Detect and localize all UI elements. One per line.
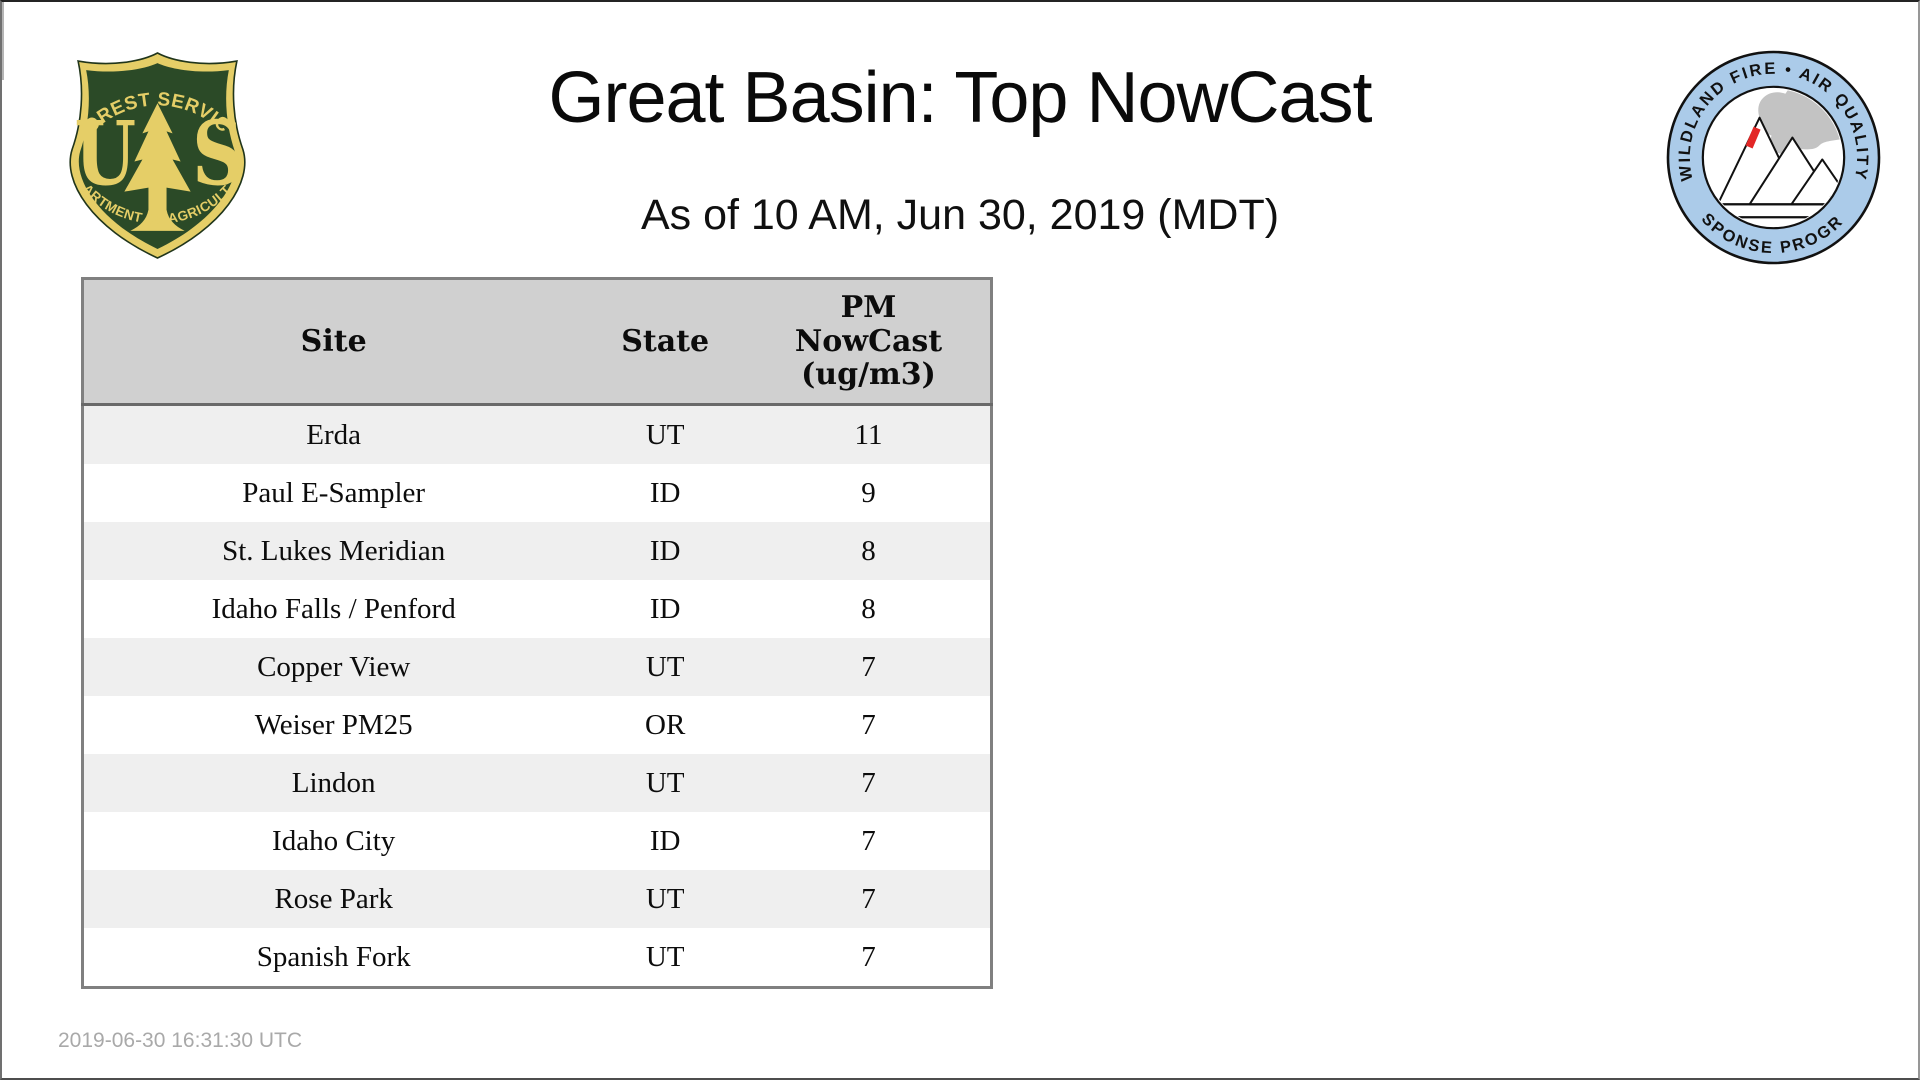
table-row: Lindon UT 7 [82,754,992,812]
cell-pm-nowcast: 9 [861,476,876,509]
forest-service-shield-icon: FOREST SERVICE U S DEPARTMENT OF AGRICUL… [52,49,246,259]
cell-site: Idaho Falls / Penford [211,592,456,625]
cell-site: Paul E-Sampler [242,476,426,509]
cell-site: St. Lukes Meridian [222,534,446,567]
cell-site: Lindon [291,766,376,799]
cell-state: ID [649,592,681,625]
table-row: Rose Park UT 7 [82,870,992,928]
col-header-pm-line2: NowCast [794,323,943,359]
forest-service-letter-s: S [192,102,243,206]
forest-service-letter-u: U [74,102,136,206]
cell-state: UT [645,882,685,915]
cell-state: UT [645,418,685,451]
cell-state: ID [649,476,681,509]
pine-tree-icon [124,103,191,231]
cell-site: Spanish Fork [256,940,411,973]
table-row: St. Lukes Meridian ID 8 [82,522,992,580]
cell-site: Weiser PM25 [254,708,413,741]
cell-state: UT [645,766,685,799]
footer-timestamp: 2019-06-30 16:31:30 UTC [58,1029,302,1052]
cell-pm-nowcast: 7 [861,824,876,857]
table-row: Idaho City ID 7 [82,812,992,870]
nowcast-table: Site State PM NowCast (ug/m3) Erda UT 11 Pa… [81,277,993,989]
table-row: Idaho Falls / Penford ID 8 [82,580,992,638]
nowcast-table-container: Site State PM NowCast (ug/m3) Erda UT 11 Pa… [81,277,993,989]
cell-pm-nowcast: 7 [861,650,876,683]
table-row: Erda UT 11 [82,404,992,464]
cell-pm-nowcast: 7 [861,940,876,973]
cell-state: ID [649,824,681,857]
page-subtitle: As of 10 AM, Jun 30, 2019 (MDT) [640,191,1280,239]
table-row: Paul E-Sampler ID 9 [82,464,992,522]
table-body: Erda UT 11 Paul E-Sampler ID 9 St. Lukes Merid… [82,404,992,988]
forest-service-logo: FOREST SERVICE U S DEPARTMENT OF AGRICUL… [52,49,246,259]
cell-pm-nowcast: 7 [861,766,876,799]
col-header-pm-nowcast: PM NowCast (ug/m3) [746,278,992,406]
table-header-row: Site State PM NowCast (ug/m3) [82,278,992,406]
wildland-fire-air-quality-logo: WILDLAND FIRE • AIR QUALITY RESPONSE PRO… [1664,48,1881,265]
table-row: Copper View UT 7 [82,638,992,696]
table-row: Spanish Fork UT 7 [82,928,992,988]
table-row: Weiser PM25 OR 7 [82,696,992,754]
flame-mark-icon [1745,126,1761,149]
col-header-pm-line1: PM [840,290,897,326]
cell-pm-nowcast: 7 [861,708,876,741]
page-title: Great Basin: Top NowCast [548,58,1372,138]
col-header-pm-line3: (ug/m3) [801,357,936,393]
cell-state: OR [645,708,686,741]
cell-pm-nowcast: 7 [861,882,876,915]
col-header-site: Site [82,278,584,406]
cell-pm-nowcast: 8 [861,592,876,625]
cell-site: Rose Park [274,882,393,915]
page-edge-artifact [2,2,4,80]
cell-site: Copper View [257,650,411,683]
cell-pm-nowcast: 8 [861,534,876,567]
cell-state: UT [645,650,685,683]
cell-state: ID [649,534,681,567]
cell-pm-nowcast: 11 [854,418,883,451]
cell-site: Idaho City [272,824,396,857]
col-header-state: State [583,278,747,406]
cell-state: UT [645,940,685,973]
cell-site: Erda [306,418,362,451]
